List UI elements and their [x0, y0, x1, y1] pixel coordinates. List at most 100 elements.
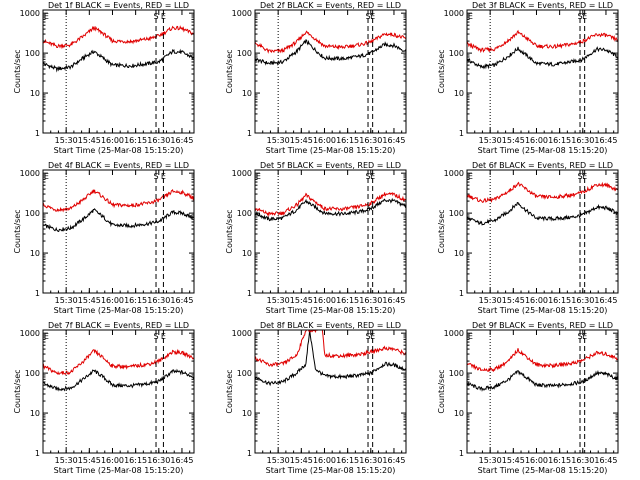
y-tick-label: 1000 [444, 9, 464, 18]
x-axis-label: Start Time (25-Mar-08 15:15:20) [266, 306, 396, 315]
time-marker-label: E [468, 172, 473, 181]
x-tick-label: 16:00 [525, 296, 548, 305]
y-tick-label: 10 [30, 409, 40, 418]
series-line-events [255, 330, 406, 387]
x-tick-label: 16:45 [382, 456, 405, 465]
y-tick-label: 1 [459, 289, 464, 298]
panel-title: Det 7f BLACK = Events, RED = LLD [48, 321, 189, 330]
x-tick-label: 16:00 [525, 136, 548, 145]
x-tick-label: 15:30 [267, 456, 290, 465]
x-tick-label: 16:30 [359, 456, 382, 465]
y-tick-label: 1 [35, 449, 40, 458]
y-tick-label: 1000 [444, 329, 464, 338]
x-tick-label: 16:45 [382, 136, 405, 145]
x-tick-label: 16:15 [124, 136, 147, 145]
x-axis-label: Start Time (25-Mar-08 15:15:20) [478, 466, 608, 475]
plot-frame [42, 9, 195, 134]
series-line-events [467, 46, 618, 70]
x-tick-label: 15:30 [267, 296, 290, 305]
series-line-lld [255, 191, 406, 218]
x-tick-label: 16:15 [548, 456, 571, 465]
time-marker-label: S [153, 12, 158, 21]
panel-4: Det 4f BLACK = Events, RED = LLD 1 10 100 10… [13, 161, 195, 315]
panel-title: Det 5f BLACK = Events, RED = LLD [260, 161, 401, 170]
series-line-lld [467, 181, 618, 204]
series-line-events [467, 369, 618, 392]
x-tick-label: 16:15 [336, 136, 359, 145]
series-line-events [255, 39, 406, 66]
x-tick-label: 16:45 [594, 456, 617, 465]
plot-frame [42, 169, 195, 294]
y-tick-label: 100 [237, 209, 252, 218]
series-line-events [43, 368, 194, 392]
x-axis-label: Start Time (25-Mar-08 15:15:20) [478, 146, 608, 155]
series-line-lld [43, 25, 194, 50]
time-marker-label: E [370, 12, 375, 21]
x-tick-label: 15:30 [55, 296, 78, 305]
y-axis-label: Counts/sec [437, 49, 446, 93]
y-tick-label: 1000 [232, 329, 252, 338]
time-marker-label: E [468, 12, 473, 21]
time-marker-label: S [365, 12, 370, 21]
y-tick-label: 1000 [20, 329, 40, 338]
series-line-lld [255, 30, 406, 54]
plot-frame [254, 329, 407, 454]
series-line-events [467, 201, 618, 226]
series-line-events [43, 48, 194, 73]
x-tick-label: 15:45 [290, 456, 313, 465]
time-marker-label: E [44, 172, 49, 181]
panel-title: Det 3f BLACK = Events, RED = LLD [472, 1, 613, 10]
time-marker-label: E [370, 332, 375, 341]
x-tick-label: 16:45 [170, 456, 193, 465]
x-axis-label: Start Time (25-Mar-08 15:15:20) [266, 146, 396, 155]
y-tick-label: 1 [247, 129, 252, 138]
time-marker-label: S [577, 332, 582, 341]
y-axis-label: Counts/sec [437, 369, 446, 413]
x-tick-label: 15:45 [290, 296, 313, 305]
plot-frame [466, 9, 619, 134]
x-tick-label: 16:30 [571, 296, 594, 305]
time-marker-label: E [256, 172, 261, 181]
y-tick-label: 1 [247, 449, 252, 458]
y-axis-label: Counts/sec [13, 209, 22, 253]
panel-2: Det 2f BLACK = Events, RED = LLD 1 10 100 10… [225, 1, 407, 155]
y-axis-label: Counts/sec [225, 209, 234, 253]
panel-1: Det 1f BLACK = Events, RED = LLD 1 10 100 10… [13, 1, 195, 155]
series-group [43, 25, 194, 73]
panel-8: Det 8f BLACK = Events, RED = LLD 1 10 100 10… [225, 321, 407, 475]
x-tick-label: 16:15 [124, 296, 147, 305]
y-tick-label: 100 [237, 49, 252, 58]
x-tick-label: 16:00 [313, 136, 336, 145]
y-axis-label: Counts/sec [13, 49, 22, 93]
series-line-lld [467, 348, 618, 373]
x-axis-label: Start Time (25-Mar-08 15:15:20) [54, 306, 184, 315]
x-tick-label: 16:00 [101, 456, 124, 465]
y-tick-label: 100 [449, 49, 464, 58]
panel-6: Det 6f BLACK = Events, RED = LLD 1 10 100 10… [437, 161, 619, 315]
series-line-lld [467, 29, 618, 54]
y-tick-label: 100 [449, 369, 464, 378]
time-marker-label: S [577, 172, 582, 181]
time-marker-label: E [161, 12, 166, 21]
y-tick-label: 100 [25, 49, 40, 58]
time-marker-label: E [582, 332, 587, 341]
x-tick-label: 15:45 [502, 296, 525, 305]
x-tick-label: 15:45 [78, 456, 101, 465]
series-line-events [43, 208, 194, 233]
time-marker-label: E [582, 172, 587, 181]
time-marker-label: S [365, 332, 370, 341]
series-line-lld [43, 188, 194, 213]
x-tick-label: 16:30 [147, 136, 170, 145]
time-marker-label: S [577, 12, 582, 21]
x-tick-label: 16:15 [124, 456, 147, 465]
x-tick-label: 16:00 [313, 296, 336, 305]
series-group [467, 348, 618, 392]
series-group [467, 29, 618, 70]
time-marker-label: S [153, 332, 158, 341]
y-tick-label: 1 [35, 129, 40, 138]
y-tick-label: 10 [30, 89, 40, 98]
panel-title: Det 8f BLACK = Events, RED = LLD [260, 321, 401, 330]
x-tick-label: 16:30 [571, 136, 594, 145]
x-tick-label: 16:45 [170, 296, 193, 305]
